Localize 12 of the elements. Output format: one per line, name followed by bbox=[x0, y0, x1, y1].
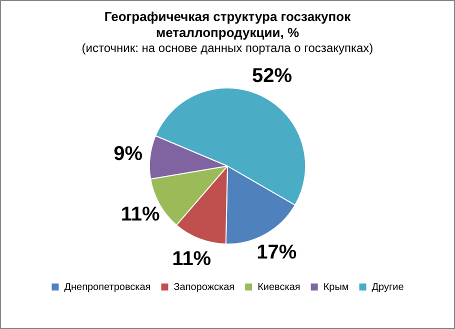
data-label: 17% bbox=[256, 242, 297, 264]
data-label: 52% bbox=[252, 64, 292, 87]
legend-label: Запорожская bbox=[174, 282, 235, 293]
data-label: 11% bbox=[120, 204, 160, 226]
chart-title: Географичечкая структура госзакупок металлопродукции, % bbox=[103, 9, 352, 41]
legend-label: Крым bbox=[323, 282, 349, 293]
legend-label: Другие bbox=[372, 282, 404, 293]
data-label: 9% bbox=[114, 143, 143, 166]
chart-subtitle: (источник: на основе данных портала о госзакупках) bbox=[80, 41, 374, 56]
legend-label: Киевская bbox=[258, 282, 300, 293]
legend-label: Днепропетровская bbox=[64, 282, 151, 293]
data-label: 11% bbox=[172, 248, 212, 270]
